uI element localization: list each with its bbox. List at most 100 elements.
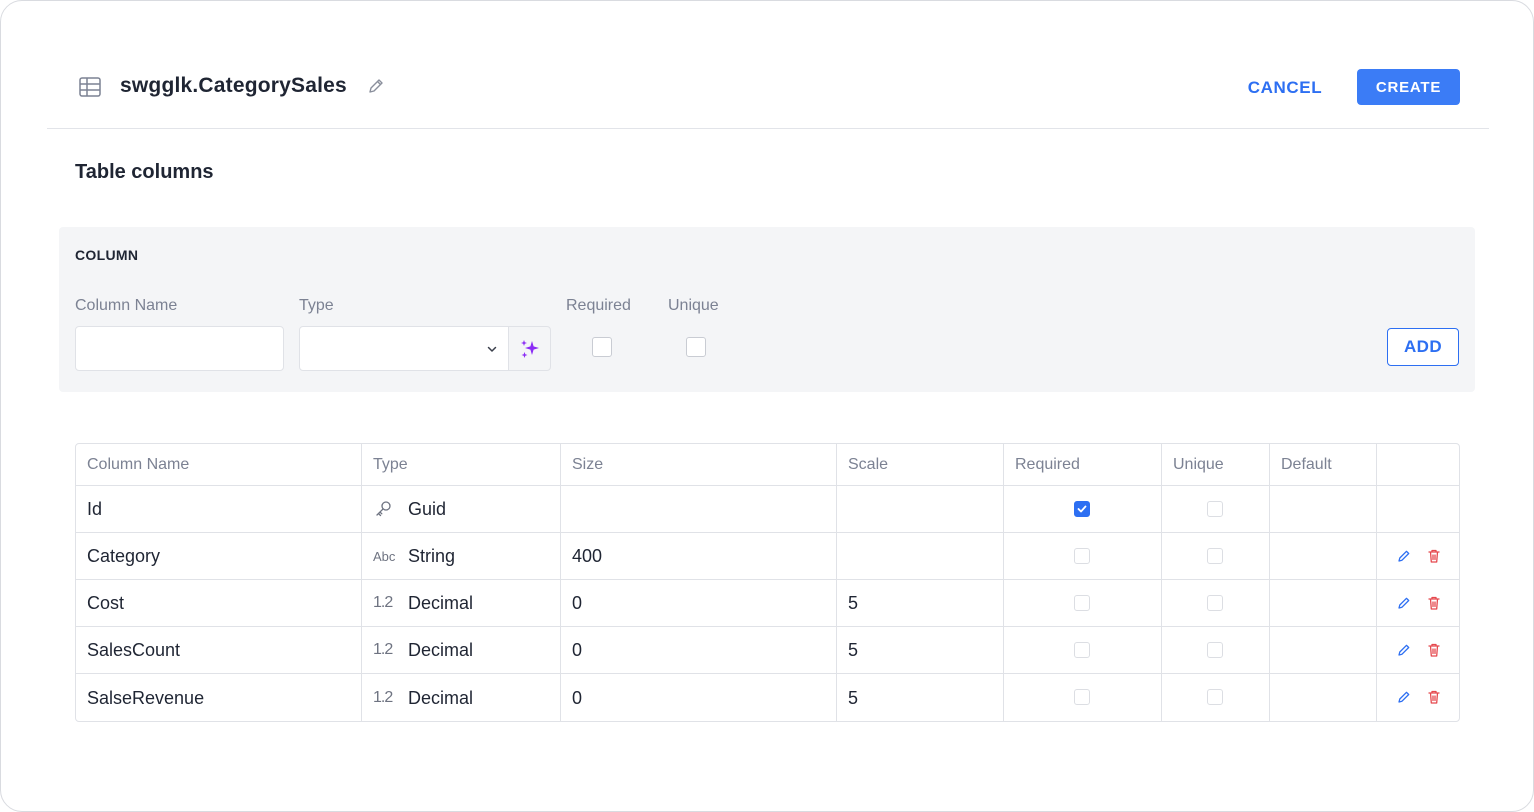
dialog-header: [47, 1, 1489, 129]
cell-column-name: SalseRevenue: [76, 674, 362, 721]
table-header-row: Column Name Type Size Scale Required Uni…: [76, 444, 1459, 486]
type-label: Type: [299, 297, 334, 314]
page-title: swgglk.CategorySales: [120, 74, 347, 97]
cell-type: 1.2 Decimal: [362, 627, 561, 673]
cell-actions: [1377, 486, 1459, 532]
cell-unique: [1162, 627, 1270, 673]
cell-size: 0: [561, 627, 837, 673]
header-column-name: Column Name: [76, 444, 362, 485]
cell-actions: [1377, 580, 1459, 626]
cell-column-name: Category: [76, 533, 362, 579]
cell-scale: [837, 533, 1004, 579]
required-checkbox[interactable]: [1074, 689, 1090, 705]
ai-suggest-button[interactable]: [508, 326, 551, 371]
cell-required: [1004, 533, 1162, 579]
header-actions: [1377, 444, 1459, 485]
type-label: String: [408, 545, 456, 566]
cell-actions: [1377, 627, 1459, 673]
table-icon: [79, 77, 101, 97]
header-default: Default: [1270, 444, 1377, 485]
delete-icon[interactable]: [1426, 548, 1442, 564]
cell-actions: [1377, 533, 1459, 579]
abc-icon: Abc: [373, 548, 396, 564]
cell-unique: [1162, 674, 1270, 721]
required-checkbox[interactable]: [592, 337, 612, 357]
cell-type: 1.2 Decimal: [362, 580, 561, 626]
required-checkbox-checked[interactable]: [1074, 501, 1090, 517]
sparkle-icon: [521, 340, 539, 358]
panel-title: COLUMN: [75, 247, 139, 263]
header-required: Required: [1004, 444, 1162, 485]
unique-checkbox[interactable]: [686, 337, 706, 357]
table-row: Cost 1.2 Decimal 0 5: [76, 580, 1459, 627]
cell-column-name: Cost: [76, 580, 362, 626]
columns-table: Column Name Type Size Scale Required Uni…: [75, 443, 1460, 722]
edit-icon[interactable]: [1396, 595, 1412, 611]
column-name-label: Column Name: [75, 297, 178, 314]
column-name-input[interactable]: [75, 326, 284, 371]
cell-scale: 5: [837, 627, 1004, 673]
cell-type: Guid: [362, 486, 561, 532]
unique-checkbox[interactable]: [1207, 595, 1223, 611]
type-label: Decimal: [408, 687, 474, 708]
required-checkbox[interactable]: [1074, 548, 1090, 564]
cell-size: 400: [561, 533, 837, 579]
add-column-button[interactable]: ADD: [1387, 328, 1459, 366]
required-checkbox[interactable]: [1074, 595, 1090, 611]
cell-column-name: SalesCount: [76, 627, 362, 673]
type-label: Guid: [408, 498, 447, 519]
cell-unique: [1162, 486, 1270, 532]
cell-required: [1004, 580, 1162, 626]
edit-icon[interactable]: [1396, 689, 1412, 705]
type-select[interactable]: [299, 326, 509, 371]
cell-required: [1004, 627, 1162, 673]
decimal-icon: 1.2: [373, 689, 393, 706]
create-button[interactable]: CREATE: [1357, 69, 1460, 105]
cancel-button[interactable]: CANCEL: [1235, 70, 1335, 105]
delete-icon[interactable]: [1426, 689, 1442, 705]
cell-actions: [1377, 674, 1459, 721]
decimal-icon: 1.2: [373, 594, 393, 611]
cell-type: 1.2 Decimal: [362, 674, 561, 721]
unique-checkbox[interactable]: [1207, 501, 1223, 517]
edit-icon[interactable]: [1396, 642, 1412, 658]
cell-scale: [837, 486, 1004, 532]
delete-icon[interactable]: [1426, 642, 1442, 658]
column-form-panel: COLUMN Column Name Type Required Unique …: [59, 227, 1475, 392]
table-row: SalesCount 1.2 Decimal 0 5: [76, 627, 1459, 674]
cell-scale: 5: [837, 674, 1004, 721]
header-size: Size: [561, 444, 837, 485]
chevron-down-icon: [487, 346, 497, 352]
section-title: Table columns: [75, 161, 214, 183]
cell-default: [1270, 533, 1377, 579]
cell-default: [1270, 627, 1377, 673]
table-row: Category Abc String 400: [76, 533, 1459, 580]
delete-icon[interactable]: [1426, 595, 1442, 611]
table-row: SalseRevenue 1.2 Decimal 0 5: [76, 674, 1459, 721]
type-label: Decimal: [408, 639, 474, 660]
cell-default: [1270, 674, 1377, 721]
type-label: Decimal: [408, 592, 474, 613]
cell-required: [1004, 674, 1162, 721]
unique-checkbox[interactable]: [1207, 642, 1223, 658]
header-scale: Scale: [837, 444, 1004, 485]
header-unique: Unique: [1162, 444, 1270, 485]
decimal-icon: 1.2: [373, 641, 393, 658]
cell-unique: [1162, 580, 1270, 626]
cell-default: [1270, 486, 1377, 532]
edit-title-icon[interactable]: [367, 77, 385, 95]
required-label: Required: [566, 297, 631, 314]
cell-scale: 5: [837, 580, 1004, 626]
required-checkbox[interactable]: [1074, 642, 1090, 658]
key-icon: [376, 501, 391, 517]
cell-default: [1270, 580, 1377, 626]
cell-column-name: Id: [76, 486, 362, 532]
unique-checkbox[interactable]: [1207, 689, 1223, 705]
edit-icon[interactable]: [1396, 548, 1412, 564]
check-icon: [1077, 505, 1087, 513]
unique-checkbox[interactable]: [1207, 548, 1223, 564]
cell-size: 0: [561, 674, 837, 721]
cell-size: [561, 486, 837, 532]
cell-type: Abc String: [362, 533, 561, 579]
